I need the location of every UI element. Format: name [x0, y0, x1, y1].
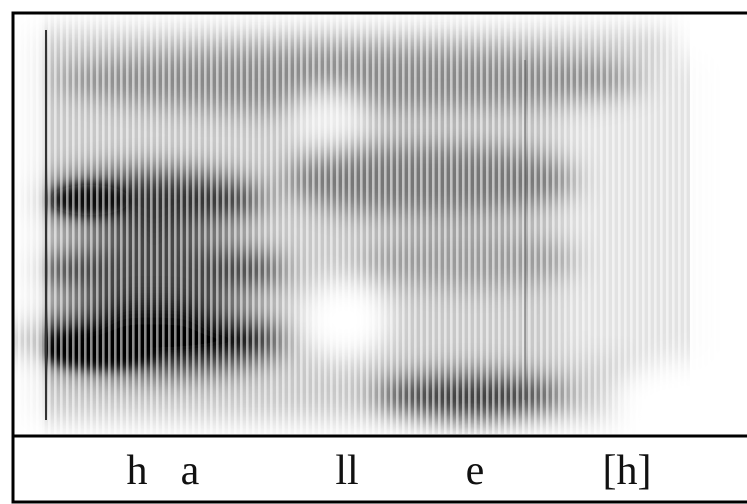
segment-label: e — [466, 448, 485, 494]
segment-label: a — [181, 448, 200, 494]
frame — [11, 11, 747, 504]
segment-label: ll — [335, 448, 358, 494]
spectrogram — [14, 14, 745, 434]
segment-label: h — [127, 448, 148, 494]
segment-label: [h] — [603, 448, 652, 494]
